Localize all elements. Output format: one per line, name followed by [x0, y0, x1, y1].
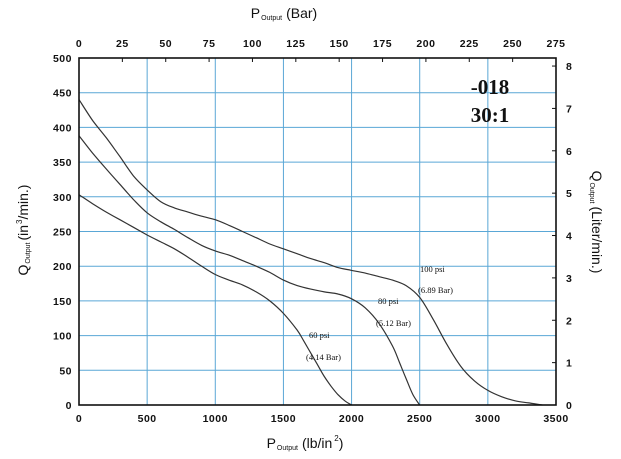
y-left-tick-label: 400 [53, 122, 72, 134]
y-left-tick-label: 100 [53, 331, 72, 343]
y-left-tick-label: 0 [66, 400, 72, 412]
x-top-tick-label: 125 [286, 38, 305, 50]
x-bottom-title-sub: Output [277, 445, 298, 452]
y-left-title-main: Q [15, 264, 31, 275]
y-left-tick-label: 150 [53, 296, 72, 308]
series-line [78, 135, 421, 406]
x-top-tick-label: 75 [203, 38, 216, 50]
x-top-tick-label: 250 [503, 38, 522, 50]
x-top-tick-label: 100 [243, 38, 262, 50]
y-right-tick-label: 0 [566, 400, 572, 412]
y-right-title-sub: Output [588, 182, 595, 203]
y-left-title-close: /min.) [15, 185, 31, 220]
x-top-tick-label: 275 [546, 38, 565, 50]
y-right-tick-label: 3 [566, 273, 572, 285]
x-bottom-tick-label: 2500 [407, 413, 432, 425]
x-bottom-tick-label: 1000 [203, 413, 228, 425]
x-top-title-units: (Bar) [286, 5, 317, 21]
y-left-tick-label: 50 [59, 365, 72, 377]
ratio-label: 30:1 [471, 103, 510, 127]
x-top-axis-title: POutput (Bar) [251, 5, 317, 22]
y-left-tick-label: 500 [53, 53, 72, 65]
x-top-tick-label: 175 [373, 38, 392, 50]
x-bottom-tick-label: 3000 [475, 413, 500, 425]
y-right-tick-label: 6 [566, 146, 572, 158]
model-label: -018 [471, 75, 510, 99]
y-left-tick-label: 450 [53, 88, 72, 100]
series-label-bar: (4.14 Bar) [306, 352, 341, 362]
y-left-axis-title: QOutput (in3/min.) [15, 185, 32, 276]
y-left-tick-label: 200 [53, 261, 72, 273]
y-left-tick-label: 250 [53, 227, 72, 239]
x-bottom-tick-label: 0 [76, 413, 82, 425]
y-left-tick-label: 300 [53, 192, 72, 204]
series-label-psi: 80 psi [378, 296, 399, 306]
x-bottom-title-main: P [267, 435, 276, 451]
series-label-psi: 60 psi [309, 330, 330, 340]
y-right-tick-label: 7 [566, 103, 572, 115]
curves [78, 99, 543, 406]
series-line [78, 194, 352, 406]
y-left-title-sub: Output [25, 243, 32, 264]
x-top-title-sub: Output [261, 15, 282, 22]
x-top-tick-label: 225 [460, 38, 479, 50]
x-top-tick-label: 0 [76, 38, 82, 50]
y-right-title-main: Q [589, 171, 605, 182]
series-label-bar: (6.89 Bar) [418, 285, 453, 295]
x-bottom-tick-label: 500 [138, 413, 157, 425]
x-bottom-tick-label: 3500 [543, 413, 568, 425]
plot-frame [78, 57, 557, 406]
x-top-tick-label: 150 [330, 38, 349, 50]
series-label-psi: 100 psi [420, 264, 445, 274]
x-bottom-tick-label: 1500 [271, 413, 296, 425]
x-top-title-main: P [251, 5, 260, 21]
series-label-bar: (5.12 Bar) [376, 318, 411, 328]
x-bottom-axis-title: POutput (lb/in 2) [267, 434, 344, 452]
grid [79, 58, 556, 405]
y-right-tick-label: 4 [566, 231, 572, 243]
x-bottom-title-close: ) [339, 435, 344, 451]
series-labels: 60 psi (4.14 Bar) 80 psi (5.12 Bar) 100 psi (… [306, 264, 453, 362]
y-right-tick-label: 8 [566, 61, 572, 73]
y-left-title-sup: 3 [15, 219, 24, 224]
y-left-tick-label: 350 [53, 157, 72, 169]
y-left-title-units: (in [15, 225, 31, 241]
y-right-title-units: (Liter/min.) [589, 207, 605, 274]
x-top-tick-label: 200 [416, 38, 435, 50]
y-right-tick-label: 2 [566, 315, 572, 327]
y-right-axis-title: QOutput (Liter/min.) [588, 171, 605, 274]
y-right-tick-label: 5 [566, 188, 572, 200]
x-bottom-title-sup: 2 [334, 434, 339, 443]
x-top-tick-label: 50 [159, 38, 172, 50]
x-bottom-title-units: (lb/in [302, 435, 332, 451]
series-line [78, 99, 543, 406]
x-top-tick-label: 25 [116, 38, 129, 50]
y-right-tick-label: 1 [566, 358, 572, 370]
x-bottom-tick-label: 2000 [339, 413, 364, 425]
